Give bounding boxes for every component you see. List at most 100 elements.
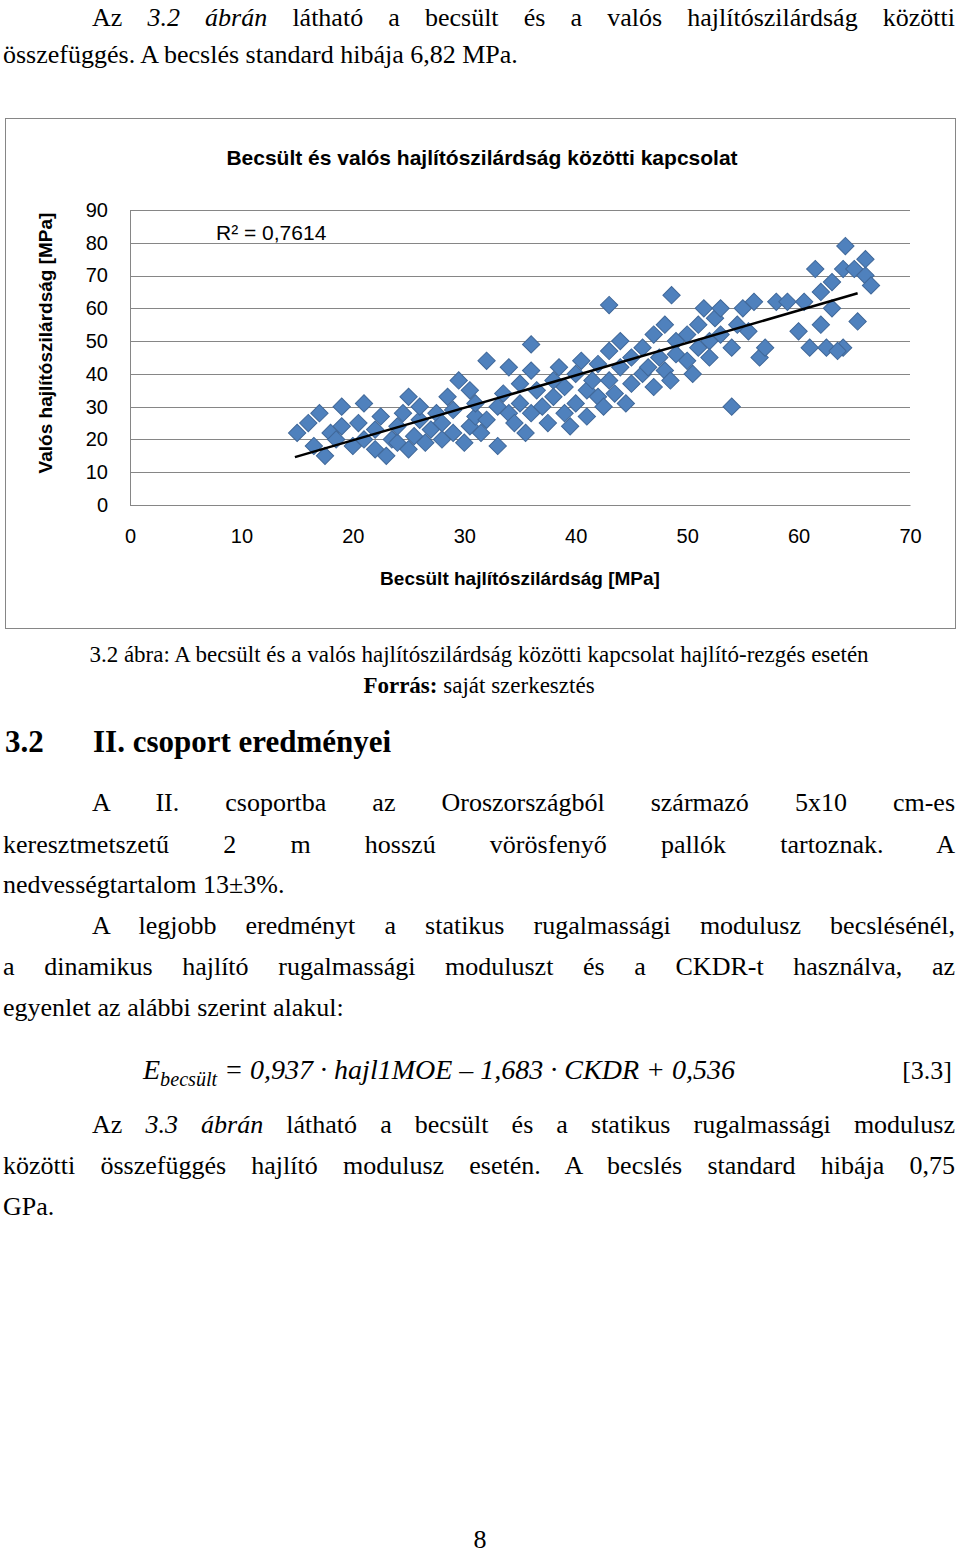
data-point bbox=[333, 398, 350, 415]
data-point bbox=[617, 395, 634, 412]
tick-label: 30 bbox=[454, 525, 476, 547]
text-run: = 0,937 · hajl1MOE – 1,683 · CKDR + 0,53… bbox=[217, 1054, 735, 1085]
text-line: A legjobb eredményt a statikus rugalmass… bbox=[3, 910, 955, 942]
plot-marks bbox=[288, 237, 879, 464]
page-number: 8 bbox=[0, 1524, 960, 1556]
tick-label: 30 bbox=[86, 396, 108, 418]
data-point bbox=[584, 372, 601, 389]
data-point bbox=[522, 362, 539, 379]
tick-label: 10 bbox=[86, 461, 108, 483]
gridline bbox=[130, 308, 910, 309]
text-run: 3.2 ábra: A becsült és a valós hajlítósz… bbox=[89, 642, 868, 667]
text-line: keresztmetszetű 2 m hosszú vörösfenyő pa… bbox=[3, 829, 955, 861]
data-point bbox=[489, 437, 506, 454]
data-point bbox=[701, 349, 718, 366]
text-line: a dinamikus hajlító rugalmassági modulus… bbox=[3, 951, 955, 983]
data-point bbox=[723, 339, 740, 356]
data-point bbox=[812, 316, 829, 333]
tick: 30 bbox=[454, 505, 476, 547]
tick-label: 60 bbox=[788, 525, 810, 547]
text-run: GPa. bbox=[3, 1192, 54, 1221]
data-point bbox=[517, 424, 534, 441]
data-point bbox=[756, 339, 773, 356]
data-point bbox=[862, 277, 879, 294]
data-point bbox=[578, 408, 595, 425]
tick: 0 bbox=[97, 494, 130, 516]
axis-line bbox=[130, 211, 131, 506]
text-run: Az bbox=[92, 3, 147, 32]
subscript: becsült bbox=[160, 1068, 217, 1090]
text-line: Az 3.3 ábrán látható a becsült és a stat… bbox=[3, 1109, 955, 1141]
text-line: egyenlet az alábbi szerint alakul: bbox=[3, 992, 955, 1024]
data-point bbox=[394, 405, 411, 422]
axis-line bbox=[131, 505, 911, 506]
annotation: R² = 0,7614 bbox=[216, 221, 327, 244]
data-point bbox=[645, 378, 662, 395]
tick: 60 bbox=[788, 505, 810, 547]
tick-label: 50 bbox=[677, 525, 699, 547]
gridline bbox=[130, 472, 910, 473]
tick-label: 70 bbox=[899, 525, 921, 547]
gridline bbox=[130, 210, 910, 211]
data-point bbox=[790, 323, 807, 340]
section-number: 3.2 bbox=[5, 724, 44, 760]
data-point bbox=[745, 293, 762, 310]
text-line: nedvességtartalom 13±3%. bbox=[3, 869, 955, 901]
data-point bbox=[801, 339, 818, 356]
data-point bbox=[690, 316, 707, 333]
gridline bbox=[130, 341, 910, 342]
x-axis-title: Becsült hajlítószilárdság [MPa] bbox=[380, 568, 660, 589]
text-run: egyenlet az alábbi szerint alakul: bbox=[3, 993, 344, 1022]
equation: Ebecsült = 0,937 · hajl1MOE – 1,683 · CK… bbox=[143, 1053, 735, 1087]
text-line: összefüggés. A becslés standard hibája 6… bbox=[3, 39, 955, 71]
data-point bbox=[378, 447, 395, 464]
text-line: Forrás: saját szerkesztés bbox=[3, 670, 955, 702]
text-run: A II. csoportba az Oroszországból szárma… bbox=[92, 788, 955, 817]
chart-title: Becsült és valós hajlítószilárdság közöt… bbox=[226, 146, 737, 169]
tick-label: 70 bbox=[86, 264, 108, 286]
page: {"intro": {"lines": [ [{"text": "Az "}, … bbox=[0, 0, 960, 1556]
data-point bbox=[857, 251, 874, 268]
gridlines bbox=[130, 211, 910, 506]
data-point bbox=[807, 260, 824, 277]
data-point bbox=[539, 414, 556, 431]
tick-label: 10 bbox=[231, 525, 253, 547]
data-point bbox=[372, 408, 389, 425]
text-run: 3.3 ábrán bbox=[145, 1110, 263, 1139]
y-axis: 0 10 20 30 40 50 60 70 80 90 bbox=[86, 199, 131, 516]
tick-label: 0 bbox=[97, 494, 108, 516]
text-run: saját szerkesztés bbox=[437, 673, 594, 698]
data-point bbox=[849, 313, 866, 330]
equation-label: [3.3] bbox=[902, 1054, 952, 1088]
tick: 30 bbox=[86, 396, 130, 418]
tick-label: 50 bbox=[86, 330, 108, 352]
text-line: 3.2 ábra: A becsült és a valós hajlítósz… bbox=[3, 639, 955, 671]
tick: 80 bbox=[86, 232, 130, 254]
tick: 20 bbox=[342, 505, 364, 547]
data-point bbox=[662, 372, 679, 389]
text-line: GPa. bbox=[3, 1191, 955, 1223]
tick: 90 bbox=[86, 199, 130, 221]
data-point bbox=[656, 316, 673, 333]
text-run: 3.2 ábrán bbox=[147, 3, 267, 32]
tick-label: 40 bbox=[86, 363, 108, 385]
tick: 60 bbox=[86, 297, 130, 319]
text-run: látható a becsült és a valós hajlítószil… bbox=[267, 3, 955, 32]
data-point bbox=[311, 405, 328, 422]
x-axis: 010203040506070 bbox=[125, 505, 922, 547]
tick-label: 80 bbox=[86, 232, 108, 254]
data-point bbox=[500, 359, 517, 376]
tick: 0 bbox=[125, 505, 136, 547]
tick-label: 20 bbox=[86, 428, 108, 450]
data-point bbox=[837, 237, 854, 254]
data-point bbox=[550, 359, 567, 376]
y-axis-title: Valós hajlítószilárdság [MPa] bbox=[35, 213, 56, 474]
data-point bbox=[595, 398, 612, 415]
tick: 50 bbox=[86, 330, 130, 352]
data-point bbox=[456, 434, 473, 451]
tick: 50 bbox=[677, 505, 699, 547]
data-point bbox=[333, 418, 350, 435]
data-point bbox=[478, 352, 495, 369]
gridline bbox=[130, 276, 910, 277]
data-point bbox=[561, 418, 578, 435]
